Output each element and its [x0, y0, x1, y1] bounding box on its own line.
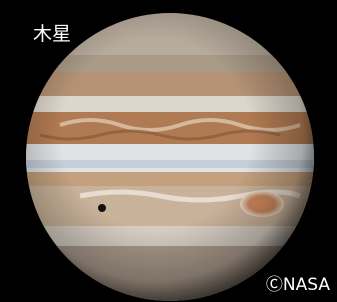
credit: ⒸNASA [266, 275, 330, 295]
title: 木星 [33, 23, 71, 45]
photo: 木星 ⒸNASA [0, 0, 337, 302]
moon-shadow [98, 204, 106, 212]
